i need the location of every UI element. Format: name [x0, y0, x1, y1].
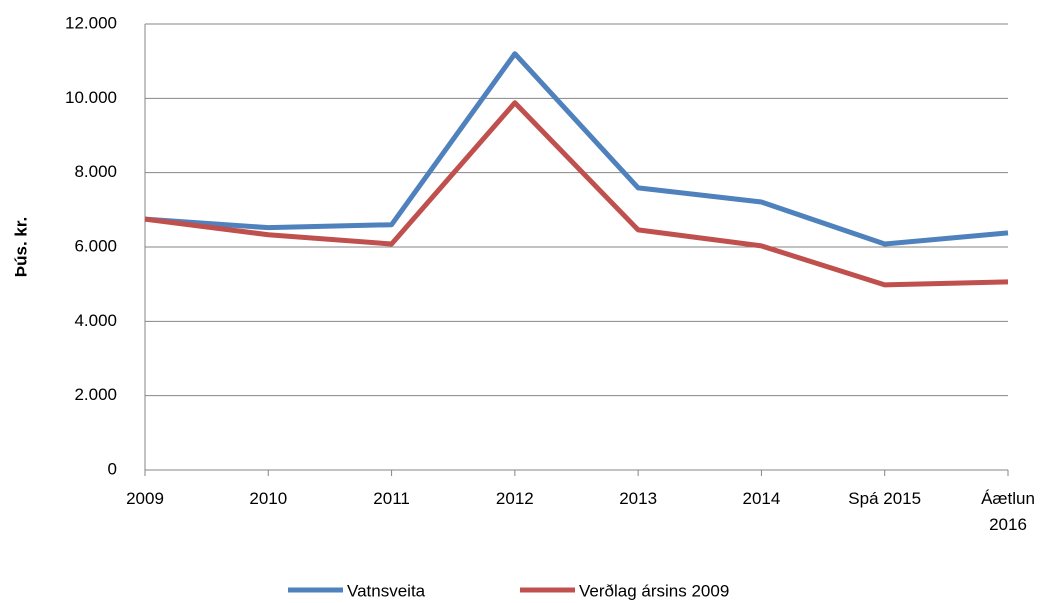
- y-tick-label: 2.000: [74, 385, 117, 404]
- series-line: [144, 51, 1009, 247]
- x-tick-label: 2012: [495, 489, 534, 508]
- y-axis-label: Þús. kr.: [11, 217, 30, 277]
- y-tick-label: 0: [108, 459, 117, 478]
- y-tick-label: 4.000: [74, 311, 117, 330]
- x-tick-label-box: 2010: [249, 489, 288, 508]
- x-tick-label: 2010: [249, 489, 288, 508]
- y-tick-label: 8.000: [74, 162, 117, 181]
- y-tick-label: 6.000: [74, 236, 117, 255]
- legend-label: Verðlag ársins 2009: [579, 581, 729, 600]
- x-tick-label: Áætlun 2016: [981, 489, 1035, 534]
- x-tick-label: 2011: [373, 489, 410, 508]
- y-tick-label: 10.000: [65, 88, 117, 107]
- series-line: [144, 100, 1009, 288]
- x-tick-label: 2009: [126, 489, 164, 508]
- x-tick-label: Spá 2015: [848, 489, 922, 508]
- x-tick-label-box: 2014: [742, 489, 781, 508]
- x-tick-label-box: 2009: [126, 489, 164, 508]
- x-tick-label: 2014: [742, 489, 781, 508]
- x-tick-label-box: 2013: [619, 489, 658, 508]
- y-tick-label: 12.000: [65, 13, 117, 32]
- x-tick-label-box: Áætlun 2016: [981, 489, 1035, 534]
- x-tick-label-box: Spá 2015: [848, 489, 922, 508]
- x-tick-label: 2013: [619, 489, 658, 508]
- x-tick-label-box: 2011: [373, 489, 410, 508]
- legend-label: Vatnsveita: [347, 581, 426, 600]
- x-tick-label-box: 2012: [495, 489, 534, 508]
